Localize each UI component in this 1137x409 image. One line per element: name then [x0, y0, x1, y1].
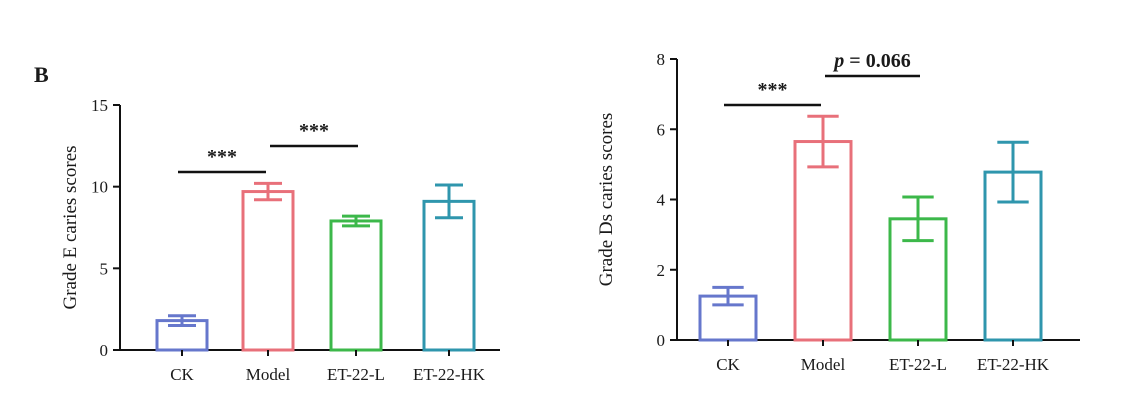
y-tick-label: 15	[91, 96, 108, 115]
significance-label: ***	[207, 146, 237, 168]
x-tick-label: ET-22-HK	[977, 355, 1050, 374]
y-tick-label: 4	[657, 191, 666, 210]
y-tick-label: 0	[100, 341, 109, 360]
y-tick-label: 2	[657, 261, 666, 280]
y-axis-title: Grade Ds caries scores	[596, 113, 617, 287]
x-tick-label: CK	[716, 355, 740, 374]
y-tick-label: 5	[100, 259, 109, 278]
x-tick-label: Model	[801, 355, 846, 374]
chart-grade-e: 0 5 10 15 Grade E caries scores CK Model ET-22-…	[60, 96, 500, 384]
y-tick-label: 0	[657, 331, 666, 350]
bar	[329, 219, 383, 352]
significance-label: ***	[299, 120, 329, 142]
y-tick-label: 10	[91, 178, 108, 197]
bar	[241, 190, 295, 352]
y-tick-label: 8	[657, 50, 666, 69]
x-tick-label: CK	[170, 365, 194, 384]
chart-grade-ds: 0 2 4 6 8 Grade Ds caries scores CK Model ET-22-…	[596, 50, 1080, 374]
x-tick-label: ET-22-L	[889, 355, 947, 374]
panel-label: B	[34, 62, 49, 87]
x-tick-label: ET-22-L	[327, 365, 385, 384]
bar	[422, 199, 476, 352]
significance-label: p = 0.066	[832, 50, 910, 72]
significance-label: ***	[758, 79, 788, 101]
p-symbol: p	[832, 50, 844, 72]
p-value: = 0.066	[844, 50, 910, 72]
x-tick-label: Model	[246, 365, 291, 384]
bar	[793, 140, 853, 342]
x-tick-label: ET-22-HK	[413, 365, 486, 384]
y-tick-label: 6	[657, 120, 666, 139]
y-axis-title: Grade E caries scores	[60, 145, 81, 309]
